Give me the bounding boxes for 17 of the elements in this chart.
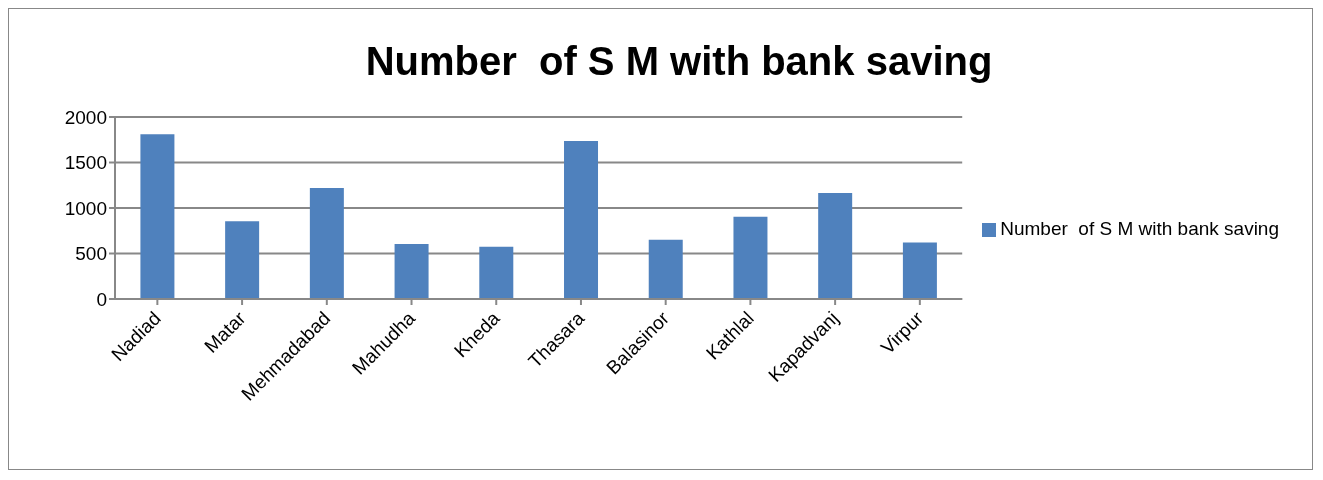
legend-label: Number of S M with bank saving <box>1000 218 1279 239</box>
bar <box>902 242 937 299</box>
chart-title: Number of S M with bank saving <box>364 39 994 84</box>
y-tick-label: 2000 <box>64 106 107 128</box>
bar <box>733 216 768 299</box>
y-tick-label: 1500 <box>64 152 107 174</box>
y-tick-label: 0 <box>96 288 107 310</box>
y-tick-label: 1000 <box>64 197 107 219</box>
y-tick-label: 500 <box>75 243 107 265</box>
bar <box>394 243 429 299</box>
bar <box>140 134 175 299</box>
bar <box>479 246 514 299</box>
bar <box>564 141 599 299</box>
bar <box>309 187 344 299</box>
bar <box>818 192 853 299</box>
bar <box>225 221 260 299</box>
bar <box>648 239 683 299</box>
